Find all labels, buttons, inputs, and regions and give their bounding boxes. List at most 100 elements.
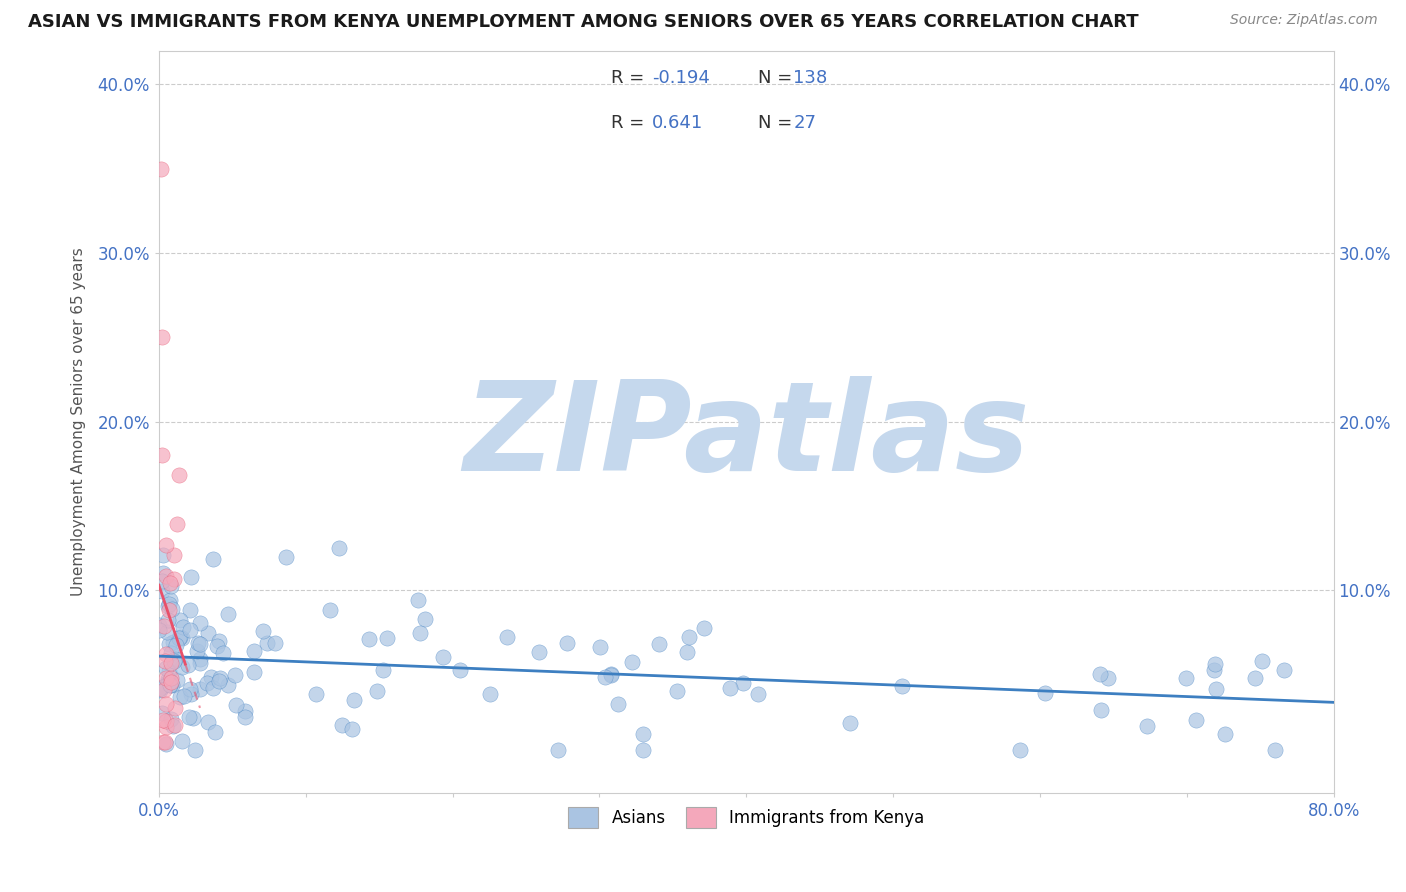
Point — [152, 548, 174, 562]
Point — [165, 638, 187, 652]
Point — [1090, 702, 1112, 716]
Point — [155, 714, 177, 729]
Point — [891, 679, 914, 693]
Point — [599, 666, 621, 681]
Point — [276, 549, 298, 564]
Point — [204, 725, 226, 739]
Point — [432, 649, 454, 664]
Text: ASIAN VS IMMIGRANTS FROM KENYA UNEMPLOYMENT AMONG SENIORS OVER 65 YEARS CORRELAT: ASIAN VS IMMIGRANTS FROM KENYA UNEMPLOYM… — [28, 13, 1139, 31]
Point — [160, 678, 183, 692]
Point — [157, 613, 180, 627]
Point — [678, 630, 700, 644]
Point — [152, 713, 174, 727]
Point — [202, 551, 225, 566]
Point — [148, 618, 170, 632]
Point — [160, 712, 183, 726]
Point — [264, 635, 287, 649]
Point — [159, 646, 181, 660]
Point — [155, 720, 177, 734]
Point — [187, 636, 209, 650]
Point — [648, 637, 671, 651]
Point — [631, 743, 654, 757]
Point — [201, 681, 224, 695]
Point — [156, 599, 179, 613]
Point — [155, 697, 177, 711]
Point — [188, 637, 211, 651]
Point — [150, 449, 173, 463]
Point — [190, 656, 212, 670]
Point — [148, 623, 170, 637]
Point — [155, 538, 177, 552]
Point — [160, 656, 183, 670]
Point — [675, 645, 697, 659]
Point — [1097, 671, 1119, 685]
Point — [212, 646, 235, 660]
Point — [163, 654, 186, 668]
Text: 138: 138 — [793, 70, 828, 87]
Point — [179, 681, 201, 696]
Point — [479, 687, 502, 701]
Point — [149, 161, 172, 176]
Text: N =: N = — [758, 114, 799, 132]
Point — [529, 644, 551, 658]
Point — [159, 678, 181, 692]
Point — [166, 673, 188, 688]
Point — [169, 613, 191, 627]
Point — [243, 665, 266, 679]
Point — [631, 727, 654, 741]
Point — [495, 631, 517, 645]
Point — [153, 735, 176, 749]
Point — [366, 684, 388, 698]
Point — [243, 644, 266, 658]
Point — [208, 633, 231, 648]
Point — [1202, 663, 1225, 677]
Point — [155, 671, 177, 685]
Point — [340, 722, 363, 736]
Point — [359, 632, 381, 647]
Point — [1243, 671, 1265, 685]
Point — [408, 593, 430, 607]
Text: Source: ZipAtlas.com: Source: ZipAtlas.com — [1230, 13, 1378, 28]
Point — [156, 674, 179, 689]
Point — [375, 632, 398, 646]
Point — [224, 667, 246, 681]
Point — [197, 714, 219, 729]
Point — [731, 675, 754, 690]
Point — [217, 607, 239, 621]
Point — [150, 574, 173, 588]
Point — [157, 637, 180, 651]
Point — [1184, 713, 1206, 727]
Point — [256, 635, 278, 649]
Point — [666, 684, 689, 698]
Point — [620, 655, 643, 669]
Point — [371, 663, 394, 677]
Point — [149, 682, 172, 697]
Point — [413, 611, 436, 625]
Text: N =: N = — [758, 70, 799, 87]
Point — [163, 701, 186, 715]
Text: R =: R = — [612, 114, 650, 132]
Point — [208, 672, 231, 686]
Point — [330, 718, 353, 732]
Point — [555, 636, 578, 650]
Point — [593, 670, 616, 684]
Point — [152, 584, 174, 599]
Point — [152, 735, 174, 749]
Point — [172, 620, 194, 634]
Point — [179, 710, 201, 724]
Point — [1204, 657, 1226, 671]
Point — [166, 516, 188, 531]
Point — [169, 630, 191, 644]
Point — [1264, 743, 1286, 757]
Point — [409, 625, 432, 640]
Point — [155, 661, 177, 675]
Point — [233, 704, 256, 718]
Text: ZIPatlas: ZIPatlas — [463, 376, 1029, 497]
Point — [155, 737, 177, 751]
Point — [169, 690, 191, 704]
Point — [179, 603, 201, 617]
Point — [167, 631, 190, 645]
Point — [179, 623, 201, 637]
Point — [252, 624, 274, 638]
Point — [170, 631, 193, 645]
